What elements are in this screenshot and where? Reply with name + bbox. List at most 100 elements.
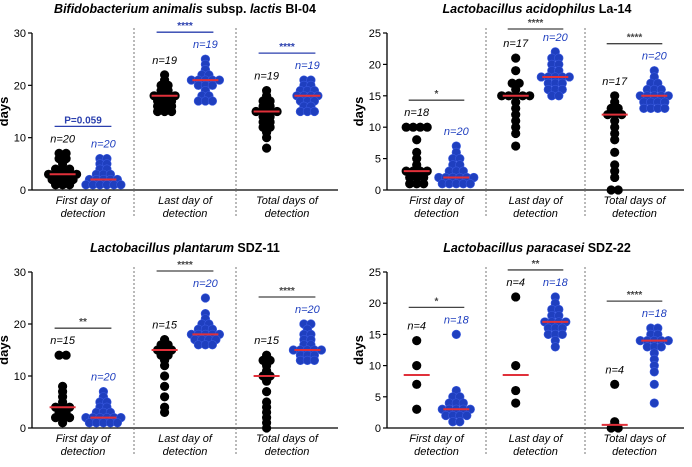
n-label: n=19 [152,55,177,67]
data-point [610,379,620,389]
chart-title-part: La-14 [595,2,631,16]
category-label: First day of [409,195,464,207]
data-point [649,379,659,389]
category-label: Total days of [256,195,319,207]
chart-title-part: lactis [250,2,282,16]
data-point [419,179,429,189]
y-tick-label: 25 [369,28,381,40]
data-point [554,91,564,101]
data-point [116,180,126,190]
data-point [511,292,521,302]
category-label: detection [163,446,208,458]
n-label: n=20 [543,32,569,44]
data-point [412,135,422,145]
significance-label: ** [79,317,87,328]
category-label: Total days of [604,433,667,445]
n-label: n=20 [91,139,117,151]
data-point [412,379,422,389]
data-point [207,340,217,350]
y-tick-label: 10 [369,361,381,373]
n-label: n=17 [503,38,529,50]
data-point [511,141,521,151]
data-point [412,336,422,346]
data-point [610,172,620,183]
data-point [61,350,71,360]
y-axis-label: days [0,335,11,365]
chart-title: Lactobacillus paracasei SDZ-22 [443,241,631,255]
category-label: detection [61,208,106,220]
significance-label: * [435,89,439,100]
category-label: Last day of [509,433,564,445]
y-tick-label: 5 [375,154,381,166]
chart-title-part: Lactobacillus acidophilus [443,2,596,16]
data-point [309,106,320,117]
n-label: n=18 [642,308,668,320]
data-point [511,128,521,139]
category-label: detection [61,446,106,458]
y-tick-label: 10 [369,122,381,134]
significance-label: **** [177,260,193,271]
significance-label: **** [177,21,193,32]
data-point [451,329,461,340]
category-label: detection [414,446,459,458]
n-label: n=20 [444,126,470,138]
y-tick-label: 10 [14,133,26,145]
significance-label: **** [528,18,544,29]
y-tick-label: 10 [14,371,26,383]
y-tick-label: 30 [14,28,26,40]
y-axis-label: days [0,97,11,127]
data-point [656,342,666,352]
data-point [160,361,170,371]
y-tick-label: 20 [369,298,381,310]
chart-title-part: Lactobacillus paracasei [443,241,585,255]
y-tick-label: 0 [20,423,26,435]
n-label: n=4 [407,321,426,333]
data-point [610,147,620,157]
y-tick-label: 5 [375,392,381,404]
category-label: detection [265,208,310,220]
data-point [262,387,272,397]
chart-title-part: subsp. [203,2,250,16]
y-tick-label: 15 [369,329,381,341]
data-point [262,376,272,386]
n-label: n=19 [295,60,320,72]
data-point [262,133,272,143]
data-point [649,398,659,408]
data-point [465,179,475,189]
data-point [511,53,521,63]
y-tick-label: 20 [369,59,381,71]
data-point [64,180,75,190]
y-tick-label: 15 [369,91,381,103]
y-tick-label: 0 [20,185,26,197]
category-label: detection [163,208,208,220]
category-label: detection [612,208,657,220]
category-label: detection [265,446,310,458]
category-label: First day of [409,433,464,445]
data-point [610,135,620,145]
data-point [309,355,320,366]
data-point [57,418,68,428]
category-label: First day of [56,195,111,207]
data-point [462,410,472,421]
n-label: n=15 [254,335,280,347]
chart-title: Lactobacillus plantarum SDZ-11 [90,241,280,255]
chart-title: Lactobacillus acidophilus La-14 [443,2,632,16]
y-tick-label: 0 [375,185,381,197]
data-point [422,122,432,132]
category-label: detection [513,446,558,458]
y-tick-label: 30 [14,267,26,279]
data-point [649,367,659,377]
chart-title-part: SDZ-22 [584,241,631,255]
category-label: Total days of [604,195,667,207]
category-label: detection [513,208,558,220]
chart-title-part: Bifidobacterium animalis [54,2,203,16]
n-label: n=20 [91,372,117,384]
category-label: detection [414,208,459,220]
significance-label: **** [627,290,643,301]
data-point [262,143,272,153]
n-label: n=18 [404,107,430,119]
category-label: detection [612,446,657,458]
chart-panel-3: Lactobacillus plantarum SDZ-11 0 10 20 30 day… [0,241,338,458]
chart-panel-1: Bifidobacterium animalis subsp. lactis B… [0,2,338,220]
